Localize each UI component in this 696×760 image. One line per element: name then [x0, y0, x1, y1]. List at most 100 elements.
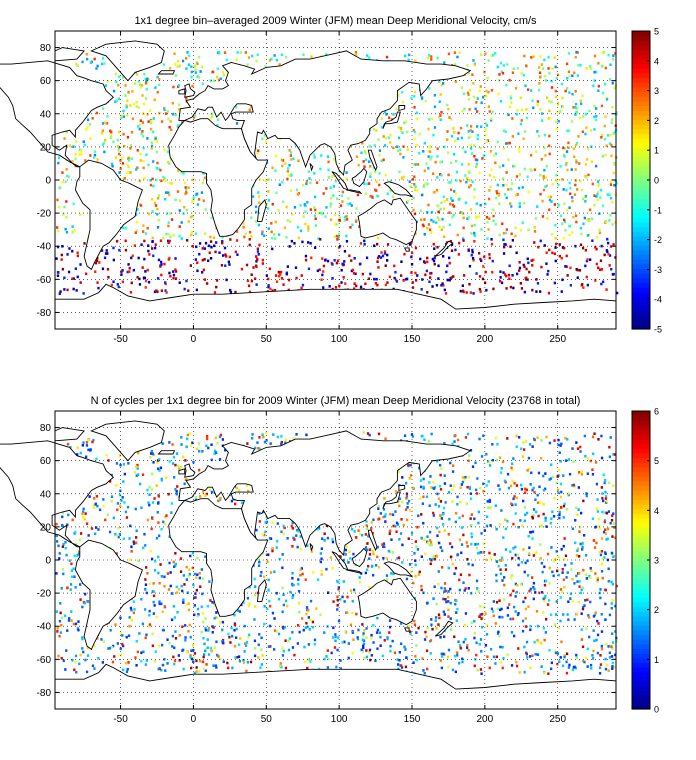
- data-cell: [451, 203, 455, 207]
- data-cell: [461, 660, 464, 664]
- data-cell: [475, 272, 478, 275]
- data-cell: [506, 606, 509, 610]
- data-cell: [280, 53, 283, 57]
- data-cell: [351, 223, 354, 227]
- data-cell: [433, 126, 437, 129]
- data-cell: [426, 260, 429, 264]
- data-cell: [457, 198, 460, 201]
- data-cell: [447, 173, 450, 177]
- data-cell: [447, 566, 450, 570]
- data-cell: [560, 506, 563, 509]
- data-cell: [102, 504, 105, 508]
- data-cell: [403, 252, 406, 256]
- data-cell: [568, 91, 571, 94]
- data-cell: [499, 279, 502, 283]
- data-cell: [613, 86, 616, 90]
- data-cell: [454, 80, 457, 83]
- data-cell: [224, 264, 227, 267]
- data-cell: [167, 232, 170, 236]
- data-cell: [413, 623, 417, 626]
- data-cell: [239, 51, 243, 54]
- data-cell: [404, 508, 408, 511]
- data-cell: [273, 570, 276, 574]
- data-cell: [605, 98, 609, 101]
- data-cell: [588, 219, 591, 223]
- data-cell: [564, 163, 568, 167]
- data-cell: [240, 267, 244, 271]
- data-cell: [336, 238, 339, 241]
- data-cell: [465, 541, 468, 544]
- data-cell: [472, 258, 475, 262]
- data-cell: [541, 199, 544, 203]
- data-cell: [605, 220, 608, 223]
- data-cell: [549, 521, 552, 525]
- data-cell: [130, 550, 133, 553]
- data-cell: [447, 615, 450, 618]
- data-cell: [151, 247, 154, 250]
- data-cell: [463, 478, 466, 482]
- data-cell: [480, 125, 483, 128]
- data-cell: [600, 456, 604, 460]
- data-cell: [120, 116, 123, 120]
- data-cell: [443, 590, 446, 593]
- data-cell: [336, 604, 339, 607]
- data-cell: [432, 487, 436, 490]
- data-cell: [523, 670, 526, 674]
- data-cell: [163, 664, 166, 667]
- data-cell: [64, 546, 67, 550]
- data-cell: [70, 562, 73, 566]
- data-cell: [174, 637, 178, 640]
- data-cell: [583, 534, 586, 537]
- data-cell: [340, 194, 343, 198]
- data-cell: [522, 73, 525, 77]
- chart-title: 1x1 degree bin–averaged 2009 Winter (JFM…: [134, 15, 537, 27]
- data-cell: [304, 626, 307, 629]
- data-cell: [130, 281, 133, 285]
- data-cell: [488, 500, 492, 503]
- data-cell: [186, 437, 189, 441]
- data-cell: [432, 242, 435, 246]
- data-cell: [337, 619, 341, 623]
- data-cell: [154, 86, 157, 89]
- colorbar-segment: [632, 221, 650, 228]
- data-cell: [428, 145, 432, 149]
- colorbar-segment: [632, 170, 650, 176]
- data-cell: [127, 90, 130, 94]
- data-cell: [447, 151, 450, 155]
- data-cell: [127, 157, 130, 160]
- data-cell: [417, 573, 420, 576]
- data-cell: [533, 241, 536, 244]
- data-cell: [547, 269, 550, 273]
- data-cell: [226, 661, 229, 665]
- data-cell: [388, 631, 391, 634]
- data-cell: [540, 524, 544, 528]
- data-cell: [479, 290, 482, 293]
- data-cell: [64, 227, 67, 231]
- data-cell: [75, 140, 78, 143]
- data-cell: [548, 582, 551, 585]
- data-cell: [148, 503, 151, 507]
- data-cell: [410, 271, 413, 274]
- data-cell: [494, 222, 497, 226]
- data-cell: [550, 463, 553, 466]
- data-cell: [401, 100, 405, 104]
- data-cell: [429, 652, 432, 655]
- data-cell: [264, 521, 267, 524]
- data-cell: [148, 485, 151, 489]
- data-cell: [146, 226, 149, 230]
- data-cell: [547, 116, 550, 120]
- data-cell: [172, 112, 175, 116]
- colorbar-tick-label: 3: [654, 86, 659, 96]
- data-cell: [466, 177, 469, 180]
- data-cell: [483, 70, 486, 74]
- data-cell: [156, 461, 159, 464]
- data-cell: [189, 554, 192, 558]
- data-cell: [592, 452, 595, 456]
- data-cell: [449, 202, 452, 206]
- data-cell: [484, 270, 487, 274]
- data-cell: [376, 242, 379, 246]
- data-cell: [591, 657, 595, 660]
- data-cell: [150, 147, 153, 150]
- data-cell: [354, 272, 357, 276]
- data-cell: [313, 206, 316, 209]
